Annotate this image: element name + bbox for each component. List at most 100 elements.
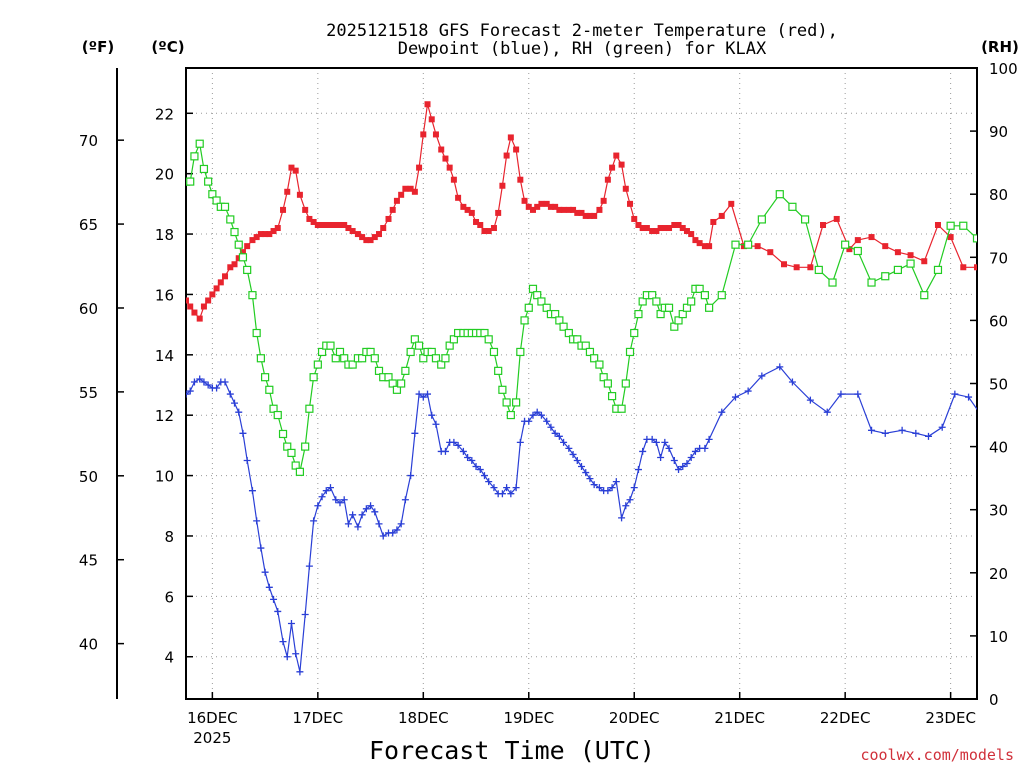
temperature-point — [468, 209, 475, 216]
temperature-point — [499, 182, 506, 189]
rh-tick-label: 50 — [989, 376, 1008, 394]
rh-point — [427, 347, 436, 357]
rh-point — [401, 366, 410, 375]
temperature-point — [631, 215, 638, 222]
rh-point — [617, 404, 626, 413]
rh-point — [366, 347, 375, 357]
dewpoint-point — [243, 456, 251, 464]
dewpoint-point — [823, 408, 831, 416]
temperature-point — [460, 203, 467, 210]
temperature-point — [490, 225, 497, 232]
rh-point — [512, 398, 521, 407]
temperature-point — [525, 203, 532, 210]
rh-point — [599, 373, 608, 382]
dewpoint-point — [397, 520, 405, 528]
temperature-point — [534, 203, 541, 210]
temperature-point — [609, 164, 616, 171]
rh-point — [445, 341, 454, 350]
dewpoint-point — [744, 387, 752, 395]
time-tick-label: 20DEC — [609, 709, 660, 727]
rh-point — [648, 291, 657, 300]
dewpoint-series — [186, 363, 977, 676]
rh-tick-label: 0 — [989, 691, 999, 709]
dewpoint-point — [213, 384, 221, 392]
dewpoint-point — [310, 517, 318, 525]
temperature-point — [314, 221, 321, 228]
dewpoint-point — [507, 490, 515, 498]
temperature-point — [666, 225, 673, 232]
dewpoint-point — [622, 502, 630, 510]
dewpoint-point — [407, 472, 415, 480]
rh-point — [388, 379, 397, 388]
temperature-point — [450, 176, 457, 183]
rh-tick-label: 90 — [989, 123, 1008, 141]
dewpoint-point — [683, 460, 691, 468]
temperature-point — [442, 155, 449, 162]
rh-point — [800, 215, 810, 224]
celsius-tick-label: 12 — [155, 407, 174, 425]
dewpoint-point — [608, 484, 616, 492]
rh-point — [551, 309, 560, 319]
temperature-point — [376, 231, 383, 238]
dewpoint-point — [301, 610, 309, 618]
temperature-point — [407, 185, 414, 192]
rh-point — [867, 278, 876, 287]
dewpoint-point — [257, 544, 265, 552]
dewpoint-point — [630, 484, 638, 492]
dewpoint-point — [270, 595, 278, 603]
rh-point — [340, 354, 349, 363]
dewpoint-point — [415, 390, 423, 398]
temperature-point — [639, 225, 646, 232]
dewpoint-point — [837, 390, 845, 398]
dewpoint-point — [612, 478, 620, 486]
dewpoint-point — [472, 463, 480, 471]
rh-point — [261, 373, 270, 382]
rh-point — [881, 272, 890, 281]
temperature-point — [661, 225, 668, 232]
temperature-point — [420, 131, 427, 138]
temperature-point — [613, 152, 620, 159]
dewpoint-point — [516, 438, 524, 446]
dewpoint-point — [661, 438, 669, 446]
rh-point — [625, 347, 635, 357]
temperature-point — [302, 206, 309, 213]
rh-point — [630, 328, 639, 338]
dewpoint-point — [590, 481, 598, 489]
temperature-point — [570, 206, 577, 213]
rh-point — [273, 410, 282, 420]
dewpoint-point — [196, 375, 204, 383]
rh-point — [317, 347, 327, 357]
rh-point — [437, 360, 446, 369]
temperature-point — [683, 228, 690, 235]
rh-point — [190, 152, 199, 161]
temperature-point — [363, 237, 370, 244]
rh-point — [374, 366, 384, 375]
temperature-point — [574, 209, 581, 216]
dewpoint-point — [265, 583, 273, 591]
rh-point — [581, 341, 590, 350]
dewpoint-point — [938, 423, 946, 431]
dewpoint-point — [529, 411, 537, 419]
time-tick-label: 19DEC — [503, 709, 554, 727]
rh-point — [695, 284, 704, 293]
rh-tick-label: 40 — [989, 439, 1008, 457]
rh-point — [603, 379, 612, 388]
dewpoint-point — [468, 456, 476, 464]
dewpoint-point — [582, 469, 590, 477]
temperature-point — [679, 225, 686, 232]
temperature-point — [411, 188, 418, 195]
celsius-tick-label: 8 — [164, 528, 174, 546]
dewpoint-point — [569, 450, 577, 458]
dewpoint-point — [485, 478, 493, 486]
temperature-point — [209, 291, 216, 298]
rh-point — [489, 347, 499, 357]
temperature-point — [249, 237, 256, 244]
rh-tick-label: 20 — [989, 565, 1008, 583]
temperature-point — [205, 297, 212, 304]
dewpoint-point — [358, 511, 366, 519]
temperature-point — [974, 264, 977, 271]
time-tick-label: 16DEC — [187, 709, 238, 727]
temperature-point — [820, 221, 827, 228]
rh-point — [573, 335, 582, 344]
temperature-point — [529, 206, 536, 213]
